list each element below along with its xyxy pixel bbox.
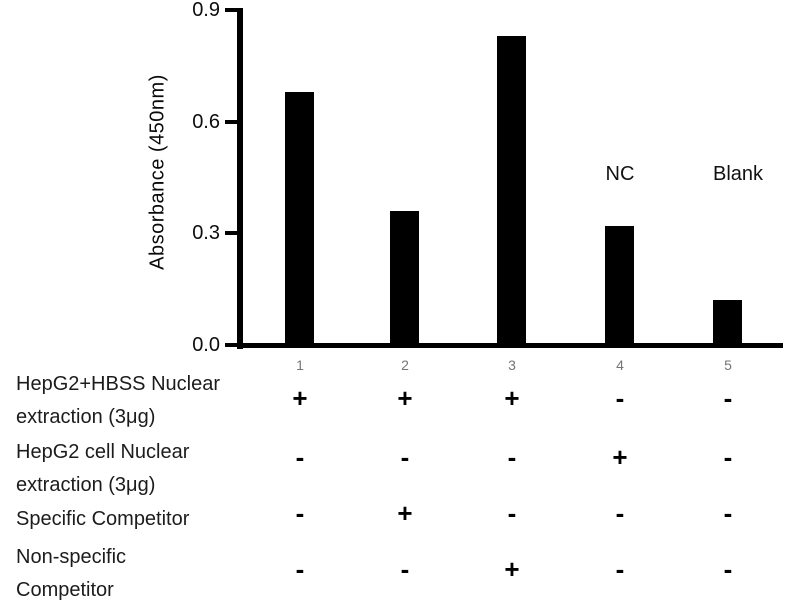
bar-lane-4 xyxy=(605,225,634,348)
condition-row-label: Non-specific xyxy=(16,546,127,568)
condition-cell: + xyxy=(397,383,413,413)
condition-cell: - xyxy=(400,442,410,472)
condition-cell: - xyxy=(723,442,733,472)
condition-cell: - xyxy=(507,442,517,472)
condition-cell: + xyxy=(504,554,520,584)
condition-row-label: Competitor xyxy=(16,579,114,600)
y-axis-tick-label: 0.0 xyxy=(192,334,220,356)
lane-number: 1 xyxy=(296,357,304,373)
condition-cell: - xyxy=(615,383,625,413)
lane-number: 3 xyxy=(508,357,516,373)
bar-lane-3 xyxy=(497,36,526,348)
lane-number: 5 xyxy=(724,357,732,373)
condition-cell: - xyxy=(615,554,625,584)
bar-lane-2 xyxy=(390,211,419,348)
y-axis-tick-label: 0.3 xyxy=(192,222,220,245)
annotation-label: NC xyxy=(605,163,635,185)
lane-number: 2 xyxy=(401,357,409,373)
bar-lane-5 xyxy=(713,300,742,348)
condition-cell: + xyxy=(504,383,520,413)
condition-cell: + xyxy=(612,442,628,472)
lane-number: 4 xyxy=(616,357,624,373)
condition-cell: + xyxy=(292,383,308,413)
condition-cell: - xyxy=(723,554,733,584)
condition-cell: - xyxy=(507,498,517,528)
condition-cell: - xyxy=(295,442,305,472)
y-axis-tick xyxy=(225,119,237,124)
bar-lane-1 xyxy=(285,91,314,348)
y-axis-tick xyxy=(225,231,237,236)
y-axis-line xyxy=(237,8,243,349)
condition-row-label: extraction (3μg) xyxy=(16,474,156,496)
condition-cell: - xyxy=(723,383,733,413)
y-axis-tick-label: 0.9 xyxy=(192,0,220,21)
condition-cell: + xyxy=(397,498,413,528)
condition-row-label: HepG2 cell Nuclear xyxy=(16,441,190,463)
condition-cell: - xyxy=(295,498,305,528)
condition-cell: - xyxy=(295,554,305,584)
y-axis-tick xyxy=(225,8,237,12)
condition-row-label: HepG2+HBSS Nuclear xyxy=(16,373,220,395)
condition-cell: - xyxy=(615,498,625,528)
condition-row-label: Specific Competitor xyxy=(16,508,190,530)
y-axis-tick-label: 0.6 xyxy=(192,110,220,133)
condition-cell: - xyxy=(723,498,733,528)
condition-cell: - xyxy=(400,554,410,584)
annotation-label: Blank xyxy=(712,163,764,185)
condition-row-label: extraction (3μg) xyxy=(16,406,156,428)
y-axis-tick xyxy=(225,343,237,347)
